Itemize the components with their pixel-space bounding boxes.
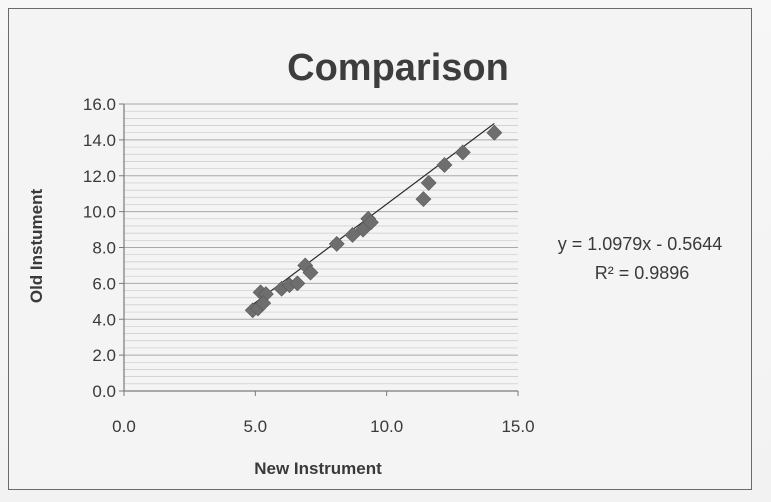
data-point	[344, 227, 361, 243]
axes	[119, 103, 519, 396]
y-tick-label: 16.0	[83, 95, 116, 114]
y-tick-label: 2.0	[92, 346, 116, 365]
data-point	[420, 175, 437, 191]
data-point	[362, 214, 379, 231]
trendline-layer	[252, 122, 495, 306]
tick-labels: 0.0 2.0 4.0 6.0 8.0 10.0 12.0 14.0 16.0 0.0 5.0 10.…	[83, 95, 535, 436]
x-tick-label: 0.0	[112, 417, 136, 436]
data-point	[415, 191, 432, 207]
data-point	[454, 144, 471, 161]
y-tick-label: 4.0	[92, 310, 116, 329]
data-point	[328, 235, 345, 252]
x-axis-label: New Instrument	[254, 459, 382, 478]
gridlines	[124, 103, 518, 392]
y-tick-label: 14.0	[83, 131, 116, 150]
data-point	[436, 157, 453, 173]
y-axis-label: Old Instument	[27, 189, 46, 304]
trendline	[252, 122, 495, 306]
chart-frame	[8, 8, 752, 490]
y-tick-label: 6.0	[92, 274, 116, 293]
y-tick-label: 12.0	[83, 167, 116, 186]
x-tick-label: 15.0	[501, 417, 534, 436]
trendline-equation: y = 1.0979x - 0.5644	[558, 234, 723, 254]
data-point	[289, 275, 306, 292]
y-tick-label: 0.0	[92, 382, 116, 401]
data-points	[244, 124, 503, 319]
chart-title: Comparison	[287, 47, 509, 89]
r-squared-label: R² = 0.9896	[595, 263, 690, 283]
data-point	[302, 264, 319, 281]
data-point	[486, 124, 503, 141]
data-point	[255, 295, 272, 312]
y-tick-label: 8.0	[92, 239, 116, 258]
x-tick-label: 5.0	[244, 417, 268, 436]
x-tick-label: 10.0	[370, 417, 403, 436]
y-tick-label: 10.0	[83, 203, 116, 222]
